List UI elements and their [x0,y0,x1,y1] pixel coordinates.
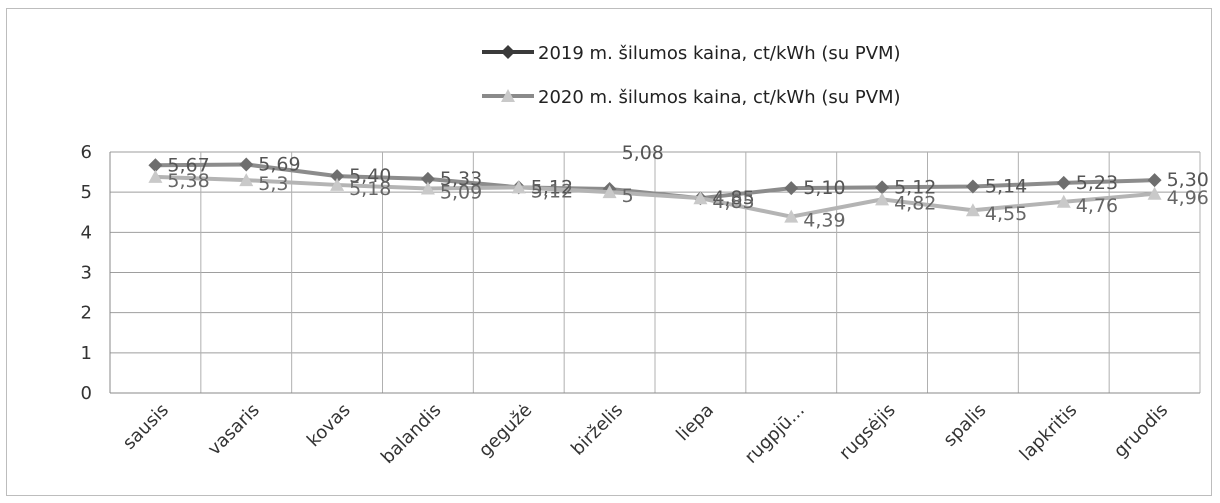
series-1-data-label-7: 4,85 [712,187,754,209]
series-1-data-label-12: 5,30 [1167,169,1209,191]
legend-label-2: 2020 m. šilumos kaina, ct/kWh (su PVM) [538,87,901,108]
x-tick-label-11: lapkritis [1016,400,1082,466]
series-2-data-label-11: 4,76 [1076,195,1118,217]
series-1-data-label-11: 5,23 [1076,172,1118,194]
series-2-point-10 [965,203,980,217]
series-2-point-8 [784,209,799,223]
x-tick-label-4: balandis [377,400,445,468]
x-tick-label-5: gegužė [475,400,536,461]
series-1-data-label-1: 5,67 [167,154,209,176]
series-2-line [155,174,1155,219]
series-2-data-label-9: 4,82 [894,192,936,214]
series-2-point-6 [602,185,617,199]
series-1-point-12 [1147,173,1162,188]
y-tick-label-6: 6 [81,142,92,163]
x-tick-label-3: kovas [303,400,355,452]
series-2-point-9 [875,192,890,206]
series-1-point-9 [875,180,890,195]
series-2-point-7 [693,191,708,205]
series-1-data-label-5: 5,12 [531,176,573,198]
series-1-data-label-6: 5,08 [622,142,664,164]
series-1-point-1 [148,158,163,173]
series-2-point-2 [239,173,254,187]
chart-frame [6,8,1212,496]
series-2-data-label-3: 5,18 [349,178,391,200]
series-2-point-11 [1056,194,1071,208]
series-1-point-3 [330,169,345,184]
series-2-point-4 [420,181,435,195]
series-2-data-label-8: 4,39 [803,210,845,232]
series-1-point-4 [420,171,435,186]
x-tick-label-1: sausis [119,400,173,454]
x-tick-label-10: spalis [939,400,990,451]
series-2-data-label-4: 5,09 [440,182,482,204]
y-tick-label-2: 2 [81,303,92,324]
series-2-data-label-7: 4,85 [712,191,754,213]
series-2-data-label-1: 5,38 [167,170,209,192]
x-tick-label-8: rugpjū... [741,400,809,468]
series-1-data-label-9: 5,12 [894,176,936,198]
series-1-point-8 [784,181,799,196]
series-1-point-10 [965,179,980,194]
series-2-point-1 [148,169,163,183]
legend-marker-1 [501,45,515,59]
series-2-data-label-12: 4,96 [1167,187,1209,209]
x-tick-label-2: vasaris [204,400,264,460]
series-1-data-label-2: 5,69 [258,153,300,175]
series-1-data-label-10: 5,14 [985,176,1027,198]
series-1-data-label-4: 5,33 [440,168,482,190]
series-1-point-2 [239,157,254,172]
series-2-point-12 [1147,186,1162,200]
x-tick-label-7: liepa [672,400,718,446]
series-2-data-label-10: 4,55 [985,203,1027,225]
x-tick-label-12: gruodis [1110,400,1172,462]
series-1-point-11 [1056,175,1071,190]
series-2-point-5 [511,180,526,194]
series-1-data-label-8: 5,10 [803,177,845,199]
series-2-data-label-5: 5,12 [531,180,573,202]
series-2-point-3 [330,177,345,191]
series-2-data-label-6: 5 [622,185,634,207]
series-2-data-label-2: 5,3 [258,173,288,195]
y-tick-label-1: 1 [81,343,92,364]
y-tick-label-5: 5 [81,182,92,203]
x-tick-label-6: birželis [567,400,627,460]
legend-label-1: 2019 m. šilumos kaina, ct/kWh (su PVM) [538,43,901,64]
x-tick-label-9: rugsėjis [835,400,899,464]
y-tick-label-3: 3 [81,263,92,284]
y-tick-label-0: 0 [81,383,92,404]
legend-marker-2 [501,89,515,102]
y-tick-label-4: 4 [81,222,92,243]
series-1-data-label-3: 5,40 [349,165,391,187]
